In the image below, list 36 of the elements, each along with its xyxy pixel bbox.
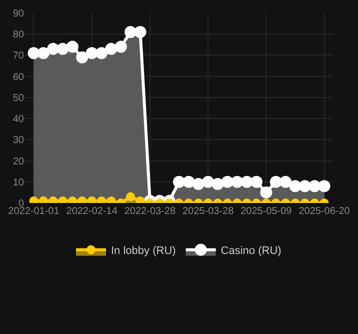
y-tick-label: 80 — [12, 30, 24, 41]
point — [280, 176, 292, 188]
y-tick-label: 10 — [12, 177, 24, 188]
x-tick-label: 2022-01-01 — [8, 206, 60, 217]
point — [114, 40, 127, 53]
point — [66, 40, 78, 53]
point — [212, 178, 224, 190]
y-tick-label: 90 — [12, 8, 24, 20]
x-tick-label: 2025-05-09 — [240, 206, 292, 217]
point — [134, 26, 146, 38]
point — [105, 42, 118, 55]
point — [124, 26, 137, 38]
y-tick-label: 70 — [12, 50, 24, 62]
legend-label: Casino (RU) — [220, 245, 282, 258]
point — [37, 47, 50, 60]
point — [56, 42, 69, 55]
x-tick-label: 2022-03-28 — [124, 206, 176, 217]
point — [192, 178, 204, 190]
point — [182, 176, 195, 188]
point — [260, 186, 272, 198]
y-tick-label: 20 — [12, 156, 24, 168]
legend-label: In lobby (RU) — [111, 245, 176, 258]
point — [28, 47, 40, 60]
point — [47, 42, 60, 55]
y-tick-label: 60 — [12, 72, 24, 83]
y-tick-label: 40 — [12, 114, 24, 126]
point — [250, 176, 262, 188]
x-tick-label: 2022-02-14 — [66, 206, 118, 217]
y-tick-label: 30 — [12, 135, 24, 146]
x-tick-label: 2025-06-20 — [298, 206, 350, 217]
y-tick-label: 50 — [12, 92, 24, 104]
point — [96, 47, 108, 60]
point — [202, 176, 214, 188]
point — [231, 176, 244, 188]
point — [76, 51, 88, 64]
x-tick-label: 2025-03-28 — [182, 206, 234, 217]
